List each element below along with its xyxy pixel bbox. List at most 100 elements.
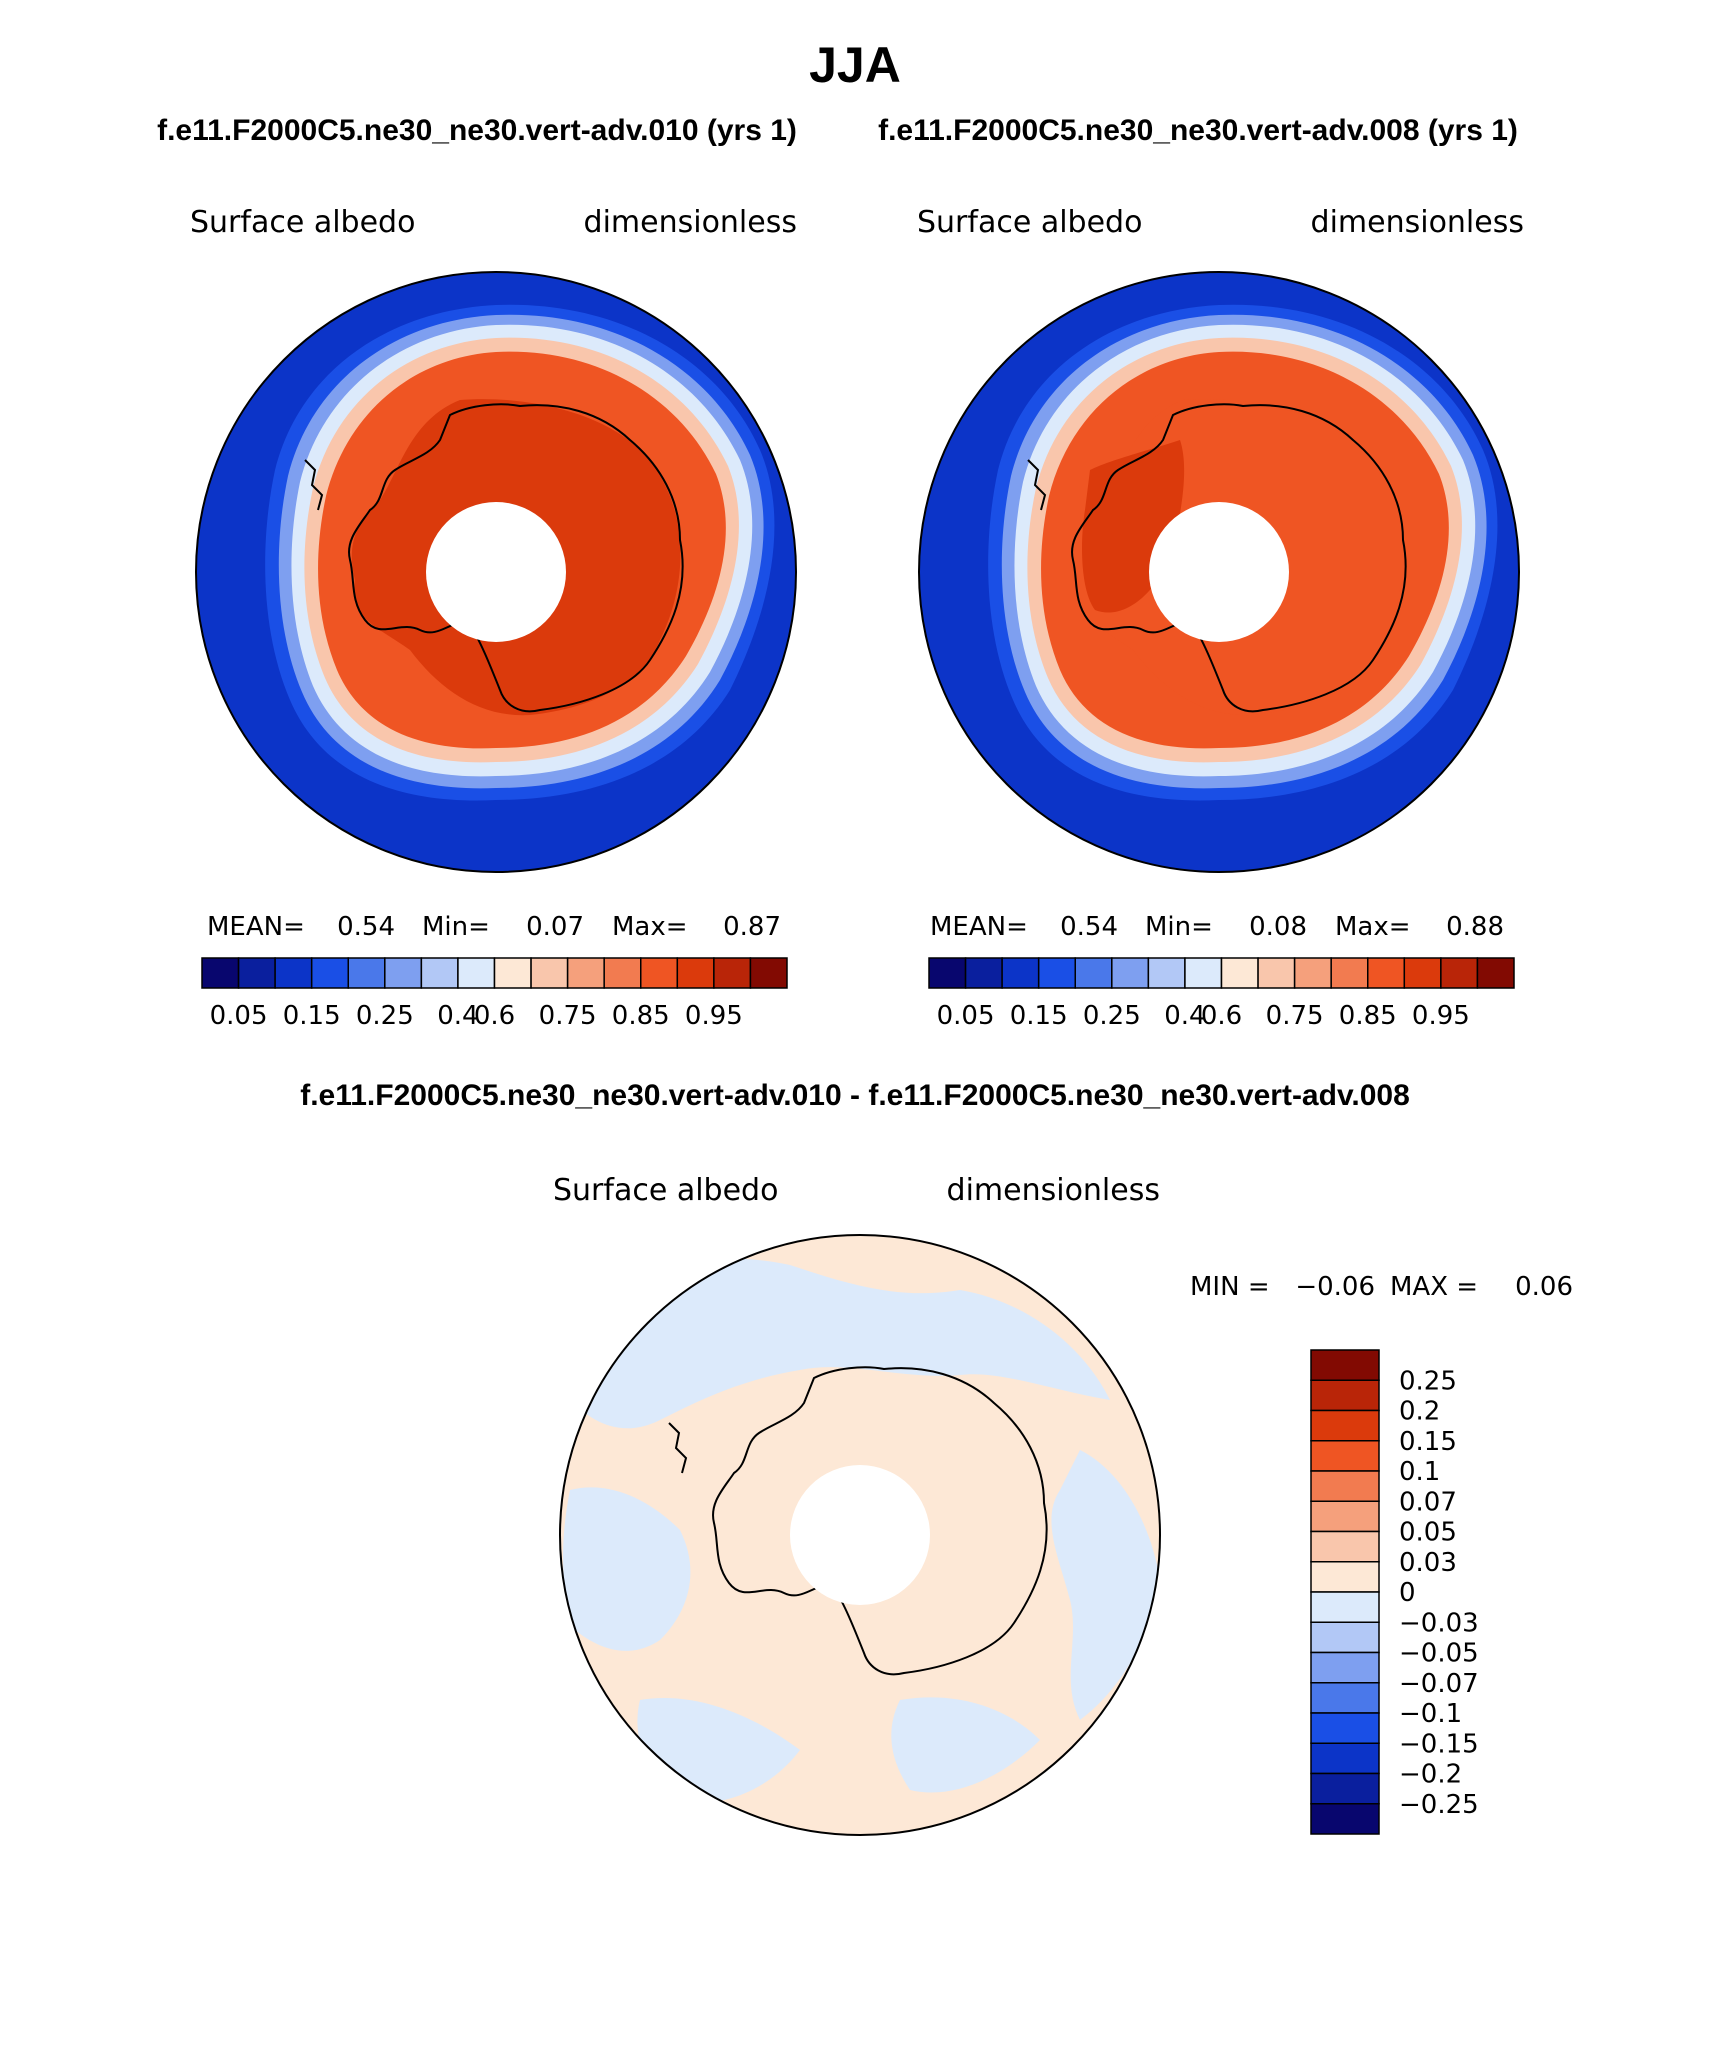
left-units: dimensionless: [584, 205, 797, 240]
subtitle-left: f.e11.F2000C5.ne30_ne30.vert-adv.010 (yr…: [157, 114, 797, 147]
left-panel: Surface albedo dimensionless MEAN= 0.54 …: [190, 205, 797, 1031]
diff-colorbar-swatch: [1310, 1682, 1380, 1714]
left-colorbar-swatch: [347, 957, 386, 989]
right-max-label: Max=: [1335, 912, 1411, 942]
right-colorbar-swatch: [1001, 957, 1040, 989]
left-colorbar-tick-label: 0.4: [437, 1001, 478, 1031]
diff-coastline: [712, 1366, 1048, 1676]
diff-colorbar-tick-label: 0.1: [1399, 1457, 1440, 1487]
left-colorbar-swatch: [530, 957, 569, 989]
left-colorbar-tick-label: 0.6: [474, 1001, 515, 1031]
right-colorbar-swatch: [1293, 957, 1332, 989]
right-panel: Surface albedo dimensionless MEAN= 0.54 …: [917, 205, 1524, 1031]
left-min-value: 0.07: [526, 912, 584, 942]
diff-colorbar-tick-label: −0.07: [1399, 1669, 1479, 1699]
left-colorbar-swatch: [493, 957, 532, 989]
right-coastline: [1071, 403, 1407, 713]
right-colorbar-swatch: [1037, 957, 1076, 989]
diff-colorbar-tick-label: −0.2: [1399, 1760, 1462, 1790]
right-colorbar-swatch: [964, 957, 1003, 989]
diff-colorbar-swatch: [1310, 1470, 1380, 1502]
left-colorbar: 0.05 0.15 0.25 0.40.6 0.75 0.85 0.95: [201, 957, 788, 1031]
right-mean-value: 0.54: [1060, 912, 1118, 942]
right-colorbar-tick-label: 0.6: [1201, 1001, 1242, 1031]
diff-negative-region-1: [570, 1258, 1110, 1429]
right-mean-label: MEAN=: [930, 912, 1028, 942]
diff-colorbar: 0.250.20.150.10.070.050.030−0.03−0.05−0.…: [1310, 1349, 1479, 1835]
left-colorbar-swatch: [274, 957, 313, 989]
diff-colorbar-tick-label: 0.15: [1399, 1427, 1457, 1457]
left-coastline: [348, 403, 684, 713]
left-colorbar-swatch: [603, 957, 642, 989]
figure-title: JJA: [809, 37, 901, 93]
diff-max-label: MAX =: [1390, 1272, 1478, 1302]
diff-negative-region-5: [891, 1697, 1040, 1793]
diff-units: dimensionless: [947, 1173, 1160, 1208]
right-colorbar-tick-label: 0.85: [1339, 1001, 1397, 1031]
left-colorbar-tick-label: 0.95: [685, 1001, 743, 1031]
left-colorbar-tick-label: 0.15: [283, 1001, 341, 1031]
left-colorbar-swatch: [420, 957, 459, 989]
right-colorbar-swatch: [1074, 957, 1113, 989]
diff-map-field: [560, 1235, 1160, 1835]
right-colorbar-swatch: [1147, 957, 1186, 989]
diff-colorbar-swatch: [1310, 1440, 1380, 1472]
diff-colorbar-tick-label: 0.03: [1399, 1548, 1457, 1578]
right-pole-hole: [1149, 502, 1289, 642]
diff-min-label: MIN =: [1190, 1272, 1270, 1302]
left-pole-hole: [426, 502, 566, 642]
diff-colorbar-swatch: [1310, 1409, 1380, 1442]
right-colorbar-swatch: [1184, 957, 1223, 989]
right-variable-title: Surface albedo: [917, 205, 1142, 240]
diff-colorbar-tick-label: 0.07: [1399, 1487, 1457, 1517]
right-colorbar-swatch: [1367, 957, 1406, 989]
diff-colorbar-tick-label: −0.03: [1399, 1608, 1479, 1638]
right-colorbar-swatch: [1476, 957, 1515, 989]
left-colorbar-swatch: [749, 957, 788, 989]
diff-colorbar-swatch: [1310, 1651, 1380, 1684]
right-peninsula: [1027, 459, 1047, 511]
left-colorbar-swatch: [201, 957, 240, 989]
diff-colorbar-swatch: [1310, 1803, 1380, 1835]
left-peninsula: [304, 459, 324, 511]
right-units: dimensionless: [1311, 205, 1524, 240]
diff-colorbar-swatch: [1310, 1712, 1380, 1744]
diff-colorbar-tick-label: 0.05: [1399, 1518, 1457, 1548]
left-colorbar-swatch: [384, 957, 423, 989]
left-colorbar-swatch: [237, 957, 276, 989]
diff-colorbar-tick-label: −0.25: [1399, 1790, 1479, 1820]
left-colorbar-swatch: [676, 957, 715, 989]
left-colorbar-swatch: [640, 957, 679, 989]
right-colorbar-swatch: [928, 957, 967, 989]
left-colorbar-swatch: [310, 957, 349, 989]
left-colorbar-tick-label: 0.85: [612, 1001, 670, 1031]
left-colorbar-tick-label: 0.25: [356, 1001, 414, 1031]
right-min-label: Min=: [1145, 912, 1213, 942]
difference-subtitle: f.e11.F2000C5.ne30_ne30.vert-adv.010 - f…: [300, 1079, 1410, 1112]
diff-colorbar-swatch: [1310, 1772, 1380, 1805]
right-colorbar-swatch: [1403, 957, 1442, 989]
right-colorbar-swatch: [1257, 957, 1296, 989]
diff-pole-hole: [790, 1465, 930, 1605]
diff-colorbar-swatch: [1310, 1621, 1380, 1654]
right-map-boundary: [918, 271, 1520, 873]
diff-colorbar-tick-label: 0.25: [1399, 1366, 1457, 1396]
left-colorbar-tick-label: 0.75: [539, 1001, 597, 1031]
left-colorbar-tick-label: 0.05: [210, 1001, 268, 1031]
diff-negative-region-3: [563, 1487, 691, 1651]
diff-colorbar-swatch: [1310, 1530, 1380, 1563]
diff-colorbar-tick-label: −0.1: [1399, 1699, 1462, 1729]
left-colorbar-swatch: [713, 957, 752, 989]
diff-colorbar-tick-label: 0: [1399, 1578, 1416, 1608]
right-colorbar-swatch: [1111, 957, 1150, 989]
right-colorbar-swatch: [1440, 957, 1479, 989]
diff-colorbar-tick-label: −0.15: [1399, 1729, 1479, 1759]
diff-min-value: −0.06: [1295, 1272, 1375, 1302]
left-map-field: [196, 272, 796, 872]
right-max-value: 0.88: [1446, 912, 1504, 942]
diff-negative-region-2: [1051, 1450, 1160, 1720]
diff-colorbar-swatch: [1310, 1561, 1380, 1593]
right-colorbar-tick-label: 0.75: [1266, 1001, 1324, 1031]
left-max-label: Max=: [612, 912, 688, 942]
left-max-value: 0.87: [723, 912, 781, 942]
